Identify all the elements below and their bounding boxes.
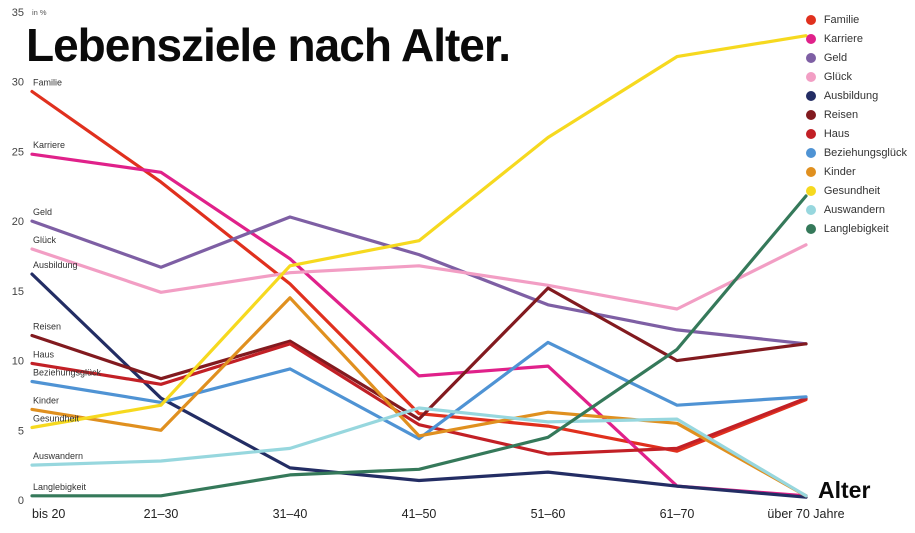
legend-dot-langlebigkeit — [805, 224, 816, 234]
legend-label-gesundheit: Gesundheit — [823, 185, 881, 197]
y-tick-label: 30 — [12, 77, 24, 89]
legend-dot-reisen — [805, 110, 816, 120]
legend-label-gluck: Glück — [823, 71, 852, 83]
legend-label-ausbildung: Ausbildung — [823, 90, 879, 102]
legend-label-langlebigkeit: Langlebigkeit — [823, 223, 889, 235]
legend-item-geld: Geld — [805, 52, 907, 64]
legend-dot-karriere — [805, 34, 816, 44]
series-line-beziehungsgluck — [30, 340, 808, 441]
legend-dot-haus — [805, 129, 816, 139]
series-start-label-kinder: Kinder — [33, 395, 59, 405]
y-tick-label: 20 — [12, 216, 24, 228]
series-start-label-familie: Familie — [33, 77, 62, 87]
legend-item-auswandern: Auswandern — [805, 204, 907, 216]
legend-dot-gesundheit — [805, 186, 816, 196]
series-line-auswandern — [30, 406, 808, 498]
legend-label-auswandern: Auswandern — [823, 204, 885, 216]
legend-item-beziehungsgluck: Beziehungsglück — [805, 147, 907, 159]
legend-dot-geld — [805, 53, 816, 63]
x-tick-label: über 70 Jahre — [767, 507, 844, 521]
x-tick-label: 31–40 — [273, 507, 308, 521]
legend-dot-kinder — [805, 167, 816, 177]
y-tick-label: 35 — [12, 7, 24, 19]
legend-label-beziehungsgluck: Beziehungsglück — [823, 147, 907, 159]
legend-dot-auswandern — [805, 205, 816, 215]
legend-item-familie: Familie — [805, 14, 907, 26]
legend-item-reisen: Reisen — [805, 109, 907, 121]
legend-item-karriere: Karriere — [805, 33, 907, 45]
series-line-haus — [30, 342, 808, 456]
y-tick-label: 0 — [18, 495, 24, 507]
y-axis-note: in % — [32, 8, 47, 17]
series-line-gesundheit — [30, 34, 808, 430]
legend-item-langlebigkeit: Langlebigkeit — [805, 223, 907, 235]
x-tick-label: bis 20 — [32, 507, 65, 521]
legend-label-haus: Haus — [823, 128, 850, 140]
series-line-gluck — [30, 243, 808, 311]
legend-item-ausbildung: Ausbildung — [805, 90, 907, 102]
series-line-kinder — [30, 296, 808, 498]
series-start-label-karriere: Karriere — [33, 140, 65, 150]
x-tick-label: 61–70 — [660, 507, 695, 521]
series-start-label-auswandern: Auswandern — [33, 451, 83, 461]
legend-label-kinder: Kinder — [823, 166, 856, 178]
legend-label-geld: Geld — [823, 52, 848, 64]
series-start-label-gluck: Glück — [33, 235, 57, 245]
x-tick-label: 21–30 — [144, 507, 179, 521]
legend-item-kinder: Kinder — [805, 166, 907, 178]
legend-item-gluck: Glück — [805, 71, 907, 83]
series-line-geld — [30, 215, 808, 346]
legend-item-haus: Haus — [805, 128, 907, 140]
legend-dot-familie — [805, 15, 816, 25]
legend: Familie Karriere Geld Glück Ausbildung Reisen… — [805, 14, 907, 235]
legend-label-familie: Familie — [823, 14, 860, 26]
legend-item-gesundheit: Gesundheit — [805, 185, 907, 197]
legend-dot-gluck — [805, 72, 816, 82]
series-start-label-beziehungsgluck: Beziehungsglück — [33, 367, 102, 377]
series-line-langlebigkeit — [30, 194, 808, 498]
series-line-reisen — [30, 286, 808, 421]
legend-label-karriere: Karriere — [823, 33, 863, 45]
series-start-label-geld: Geld — [33, 207, 52, 217]
series-line-familie — [30, 89, 808, 453]
series-start-label-gesundheit: Gesundheit — [33, 413, 80, 423]
series-start-label-reisen: Reisen — [33, 321, 61, 331]
series-line-ausbildung — [30, 272, 808, 499]
x-tick-label: 41–50 — [402, 507, 437, 521]
x-tick-label: 51–60 — [531, 507, 566, 521]
legend-dot-beziehungsgluck — [805, 148, 816, 158]
series-start-label-langlebigkeit: Langlebigkeit — [33, 482, 87, 492]
y-tick-label: 25 — [12, 146, 24, 158]
series-start-label-ausbildung: Ausbildung — [33, 260, 78, 270]
y-tick-label: 15 — [12, 286, 24, 298]
y-tick-label: 5 — [18, 425, 24, 437]
legend-label-reisen: Reisen — [823, 109, 859, 121]
legend-dot-ausbildung — [805, 91, 816, 101]
x-axis-title: Alter — [818, 477, 871, 503]
series-start-label-haus: Haus — [33, 349, 55, 359]
y-tick-label: 10 — [12, 356, 24, 368]
